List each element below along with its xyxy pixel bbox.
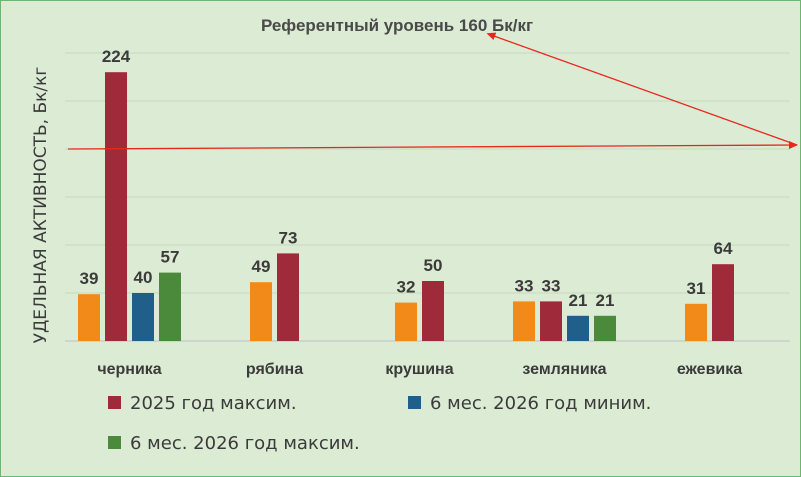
bar <box>422 281 444 341</box>
bar <box>277 253 299 341</box>
legend-swatch <box>108 396 121 409</box>
bar <box>159 272 181 341</box>
data-label: 39 <box>80 269 99 288</box>
data-label: 50 <box>424 256 443 275</box>
legend-label: 6 мес. 2026 год максим. <box>130 433 360 454</box>
category-label: крушина <box>385 361 453 378</box>
bar <box>712 264 734 341</box>
value-labels: 39 224 40 57 49 73 32 50 33 33 21 21 31 64 <box>80 47 733 310</box>
grid-lines <box>65 52 790 342</box>
bar <box>567 315 589 341</box>
data-label: 32 <box>397 278 416 297</box>
data-label: 64 <box>714 239 733 258</box>
data-label: 33 <box>542 276 561 295</box>
reference-line <box>67 32 798 150</box>
bar <box>395 302 417 341</box>
data-label: 21 <box>569 291 588 310</box>
y-axis-label: УДЕЛЬНАЯ АКТИВНОСТЬ, Бк/кг <box>31 67 51 344</box>
data-label: 21 <box>596 291 615 310</box>
category-label: ежевика <box>677 361 742 378</box>
bars <box>78 72 734 341</box>
bar <box>594 315 616 341</box>
legend-label: 2025 год максим. <box>130 393 297 414</box>
data-label: 31 <box>687 279 706 298</box>
legend: 2025 год максим. 6 мес. 2026 год миним. 6 … <box>108 393 651 454</box>
legend-label: 6 мес. 2026 год миним. <box>430 393 651 414</box>
bar <box>685 303 707 341</box>
data-label: 73 <box>279 228 298 247</box>
bar <box>132 293 154 341</box>
category-labels: черника рябина крушина земляника ежевика <box>97 361 742 378</box>
chart-title: Референтный уровень 160 Бк/кг <box>261 16 533 35</box>
bar <box>105 72 127 341</box>
data-label: 40 <box>134 268 153 287</box>
legend-swatch <box>108 436 121 449</box>
data-label: 49 <box>252 257 271 276</box>
data-label: 33 <box>515 276 534 295</box>
bar <box>513 301 535 341</box>
bar <box>250 282 272 341</box>
category-label: черника <box>97 361 161 378</box>
legend-swatch <box>408 396 421 409</box>
category-label: рябина <box>246 361 303 378</box>
reference-line-160 <box>67 141 798 150</box>
data-label: 57 <box>161 248 180 267</box>
annotation-arrow <box>486 32 798 146</box>
data-label: 224 <box>102 47 131 66</box>
category-label: земляника <box>522 361 606 378</box>
bar <box>540 301 562 341</box>
bar <box>78 294 100 341</box>
